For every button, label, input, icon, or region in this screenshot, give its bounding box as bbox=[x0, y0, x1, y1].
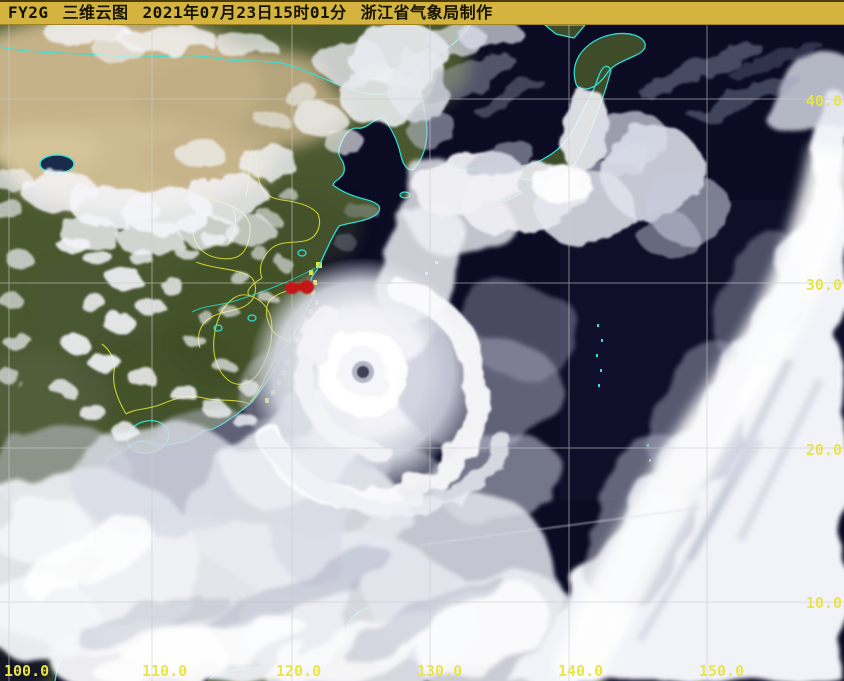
lon-label-150: 150.0 bbox=[699, 662, 744, 680]
korea-cloud bbox=[316, 21, 524, 150]
producer-credit: 浙江省气象局制作 bbox=[360, 3, 493, 22]
image-datetime: 2021年07月23日15时01分 bbox=[142, 3, 347, 22]
lat-label-40: 40.0 bbox=[806, 92, 842, 110]
lon-label-100: 100.0 bbox=[4, 662, 49, 680]
product-name: 三维云图 bbox=[62, 3, 129, 22]
lat-label-10: 10.0 bbox=[806, 594, 842, 612]
lon-label-140: 140.0 bbox=[558, 662, 603, 680]
lat-label-30: 30.0 bbox=[806, 276, 842, 294]
china-cumulus bbox=[0, 22, 362, 441]
title-bar: FY2G 三维云图 2021年07月23日15时01分 浙江省气象局制作 bbox=[0, 0, 844, 25]
pacific-cloud-lump bbox=[333, 42, 823, 257]
lon-label-130: 130.0 bbox=[417, 662, 462, 680]
lat-label-20: 20.0 bbox=[806, 441, 842, 459]
typhoon-cloud-spiral bbox=[230, 167, 580, 518]
lon-label-110: 110.0 bbox=[142, 662, 187, 680]
satellite-name: FY2G bbox=[8, 3, 49, 22]
lon-label-120: 120.0 bbox=[276, 662, 321, 680]
sakhalin bbox=[545, 25, 585, 38]
hokkaido bbox=[574, 33, 646, 90]
cloud-layer bbox=[0, 21, 844, 681]
japan-cloud-band bbox=[414, 88, 651, 246]
red-coast-marker bbox=[285, 280, 314, 294]
coordinate-labels: 100.0 110.0 120.0 130.0 140.0 150.0 40.0… bbox=[4, 92, 842, 680]
frontal-cloud-band bbox=[505, 54, 844, 681]
typhoon-eye bbox=[357, 366, 369, 378]
graticule-layer bbox=[0, 25, 844, 681]
cirrus-streak bbox=[419, 507, 701, 546]
